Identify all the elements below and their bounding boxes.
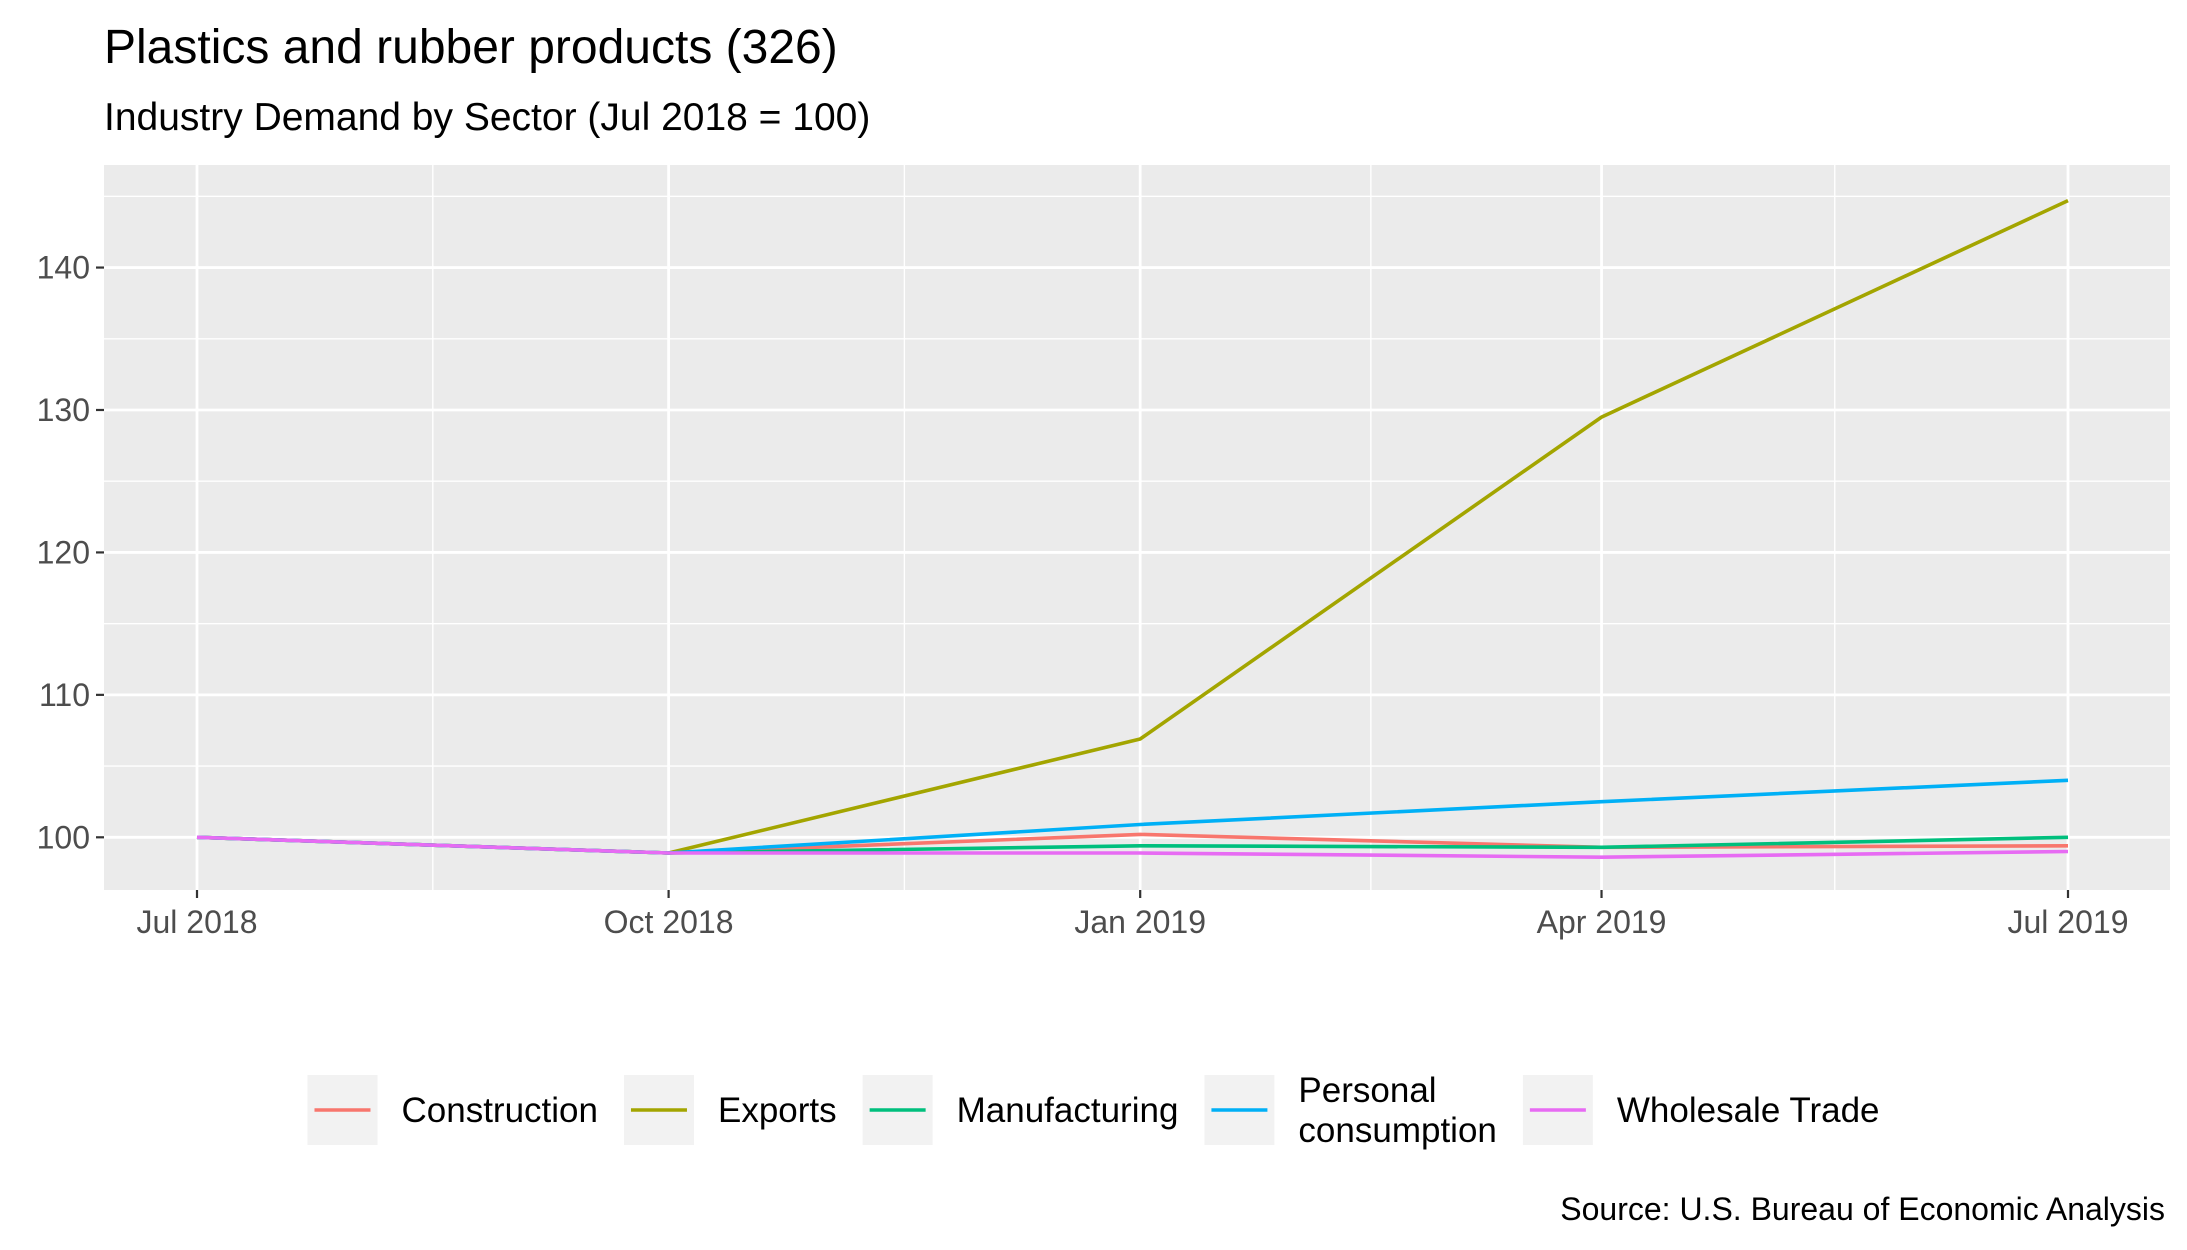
x-tick-label: Apr 2019 — [1537, 904, 1667, 940]
minor-gridlines — [104, 165, 2170, 890]
y-axis-labels: 100 110 120 130 140 — [37, 250, 90, 856]
legend-label-wholesale-trade: Wholesale Trade — [1617, 1091, 1880, 1130]
series-lines — [196, 198, 2069, 860]
series-line-wholesale-trade — [196, 835, 2069, 860]
x-tick-label: Jul 2018 — [137, 904, 258, 940]
legend-label-exports: Exports — [718, 1091, 837, 1130]
legend-label-manufacturing: Manufacturing — [957, 1091, 1179, 1130]
x-axis-labels: Jul 2018 Oct 2018 Jan 2019 Apr 2019 Jul 2019 — [137, 904, 2129, 940]
x-tick-label: Jan 2019 — [1074, 904, 1206, 940]
chart-subtitle: Industry Demand by Sector (Jul 2018 = 10… — [104, 96, 870, 139]
y-tick-label: 130 — [37, 392, 90, 428]
legend-label-personal-consumption: Personal consumption — [1298, 1071, 1496, 1150]
chart-title: Plastics and rubber products (326) — [104, 21, 838, 74]
plot-panel — [104, 165, 2170, 890]
y-tick-label: 110 — [39, 677, 90, 713]
legend-label-construction: Construction — [401, 1091, 597, 1130]
y-tick-label: 120 — [37, 534, 90, 570]
chart-caption: Source: U.S. Bureau of Economic Analysis — [1560, 1191, 2165, 1227]
major-gridlines — [104, 165, 2170, 890]
axis-ticks — [96, 266, 2070, 898]
x-tick-label: Jul 2019 — [2008, 904, 2129, 940]
y-tick-label: 100 — [37, 819, 90, 855]
y-tick-label: 140 — [37, 250, 90, 286]
x-tick-label: Oct 2018 — [604, 904, 734, 940]
legend: Construction Exports Manufacturing Personal… — [307, 1071, 1880, 1150]
